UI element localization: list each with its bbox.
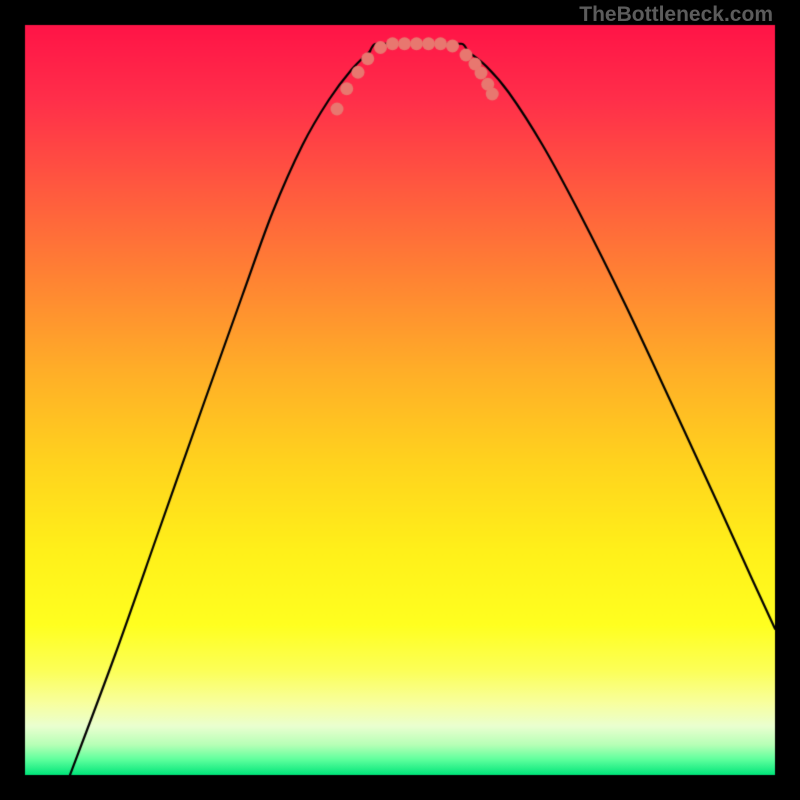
watermark-text: TheBottleneck.com (579, 3, 773, 27)
chart-stage: TheBottleneck.com (0, 0, 800, 800)
bottleneck-chart (0, 0, 800, 800)
